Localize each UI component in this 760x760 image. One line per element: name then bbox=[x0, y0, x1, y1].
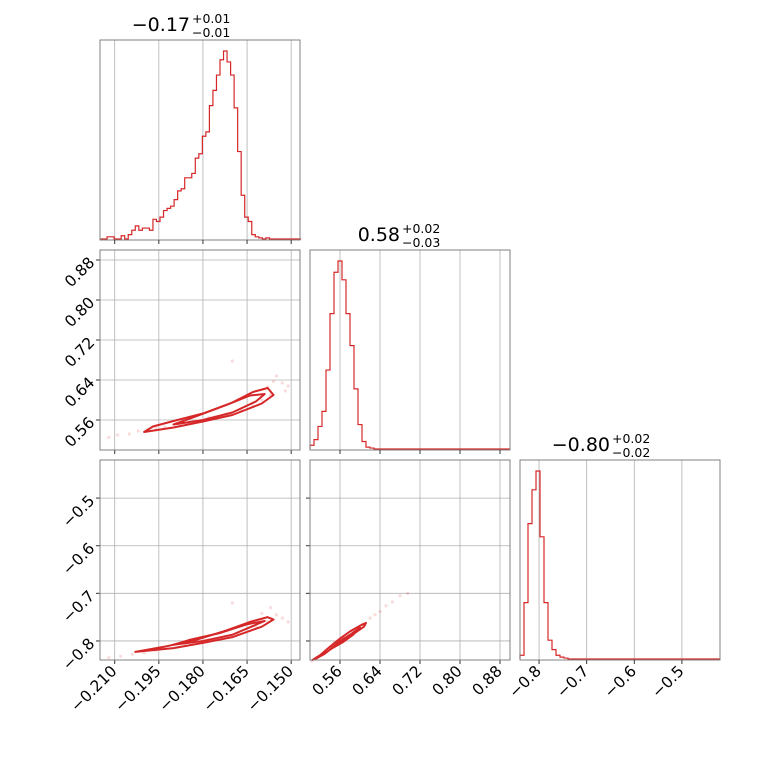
scatter-point-1-10 bbox=[274, 613, 279, 617]
xtick-label-0-1: −0.195 bbox=[111, 662, 164, 715]
pair-frame-1 bbox=[99, 459, 301, 661]
scatter-point-0-2 bbox=[127, 432, 132, 436]
hist-panel-1: 0.58 +0.02−0.03 bbox=[309, 221, 511, 454]
ytick-label-1-3: 0.80 bbox=[61, 294, 98, 331]
histogram-2 bbox=[519, 470, 720, 660]
title-median-2: −0.80 bbox=[552, 434, 610, 456]
scatter-point-1-0 bbox=[107, 656, 111, 660]
ytick-label-2-0: −0.8 bbox=[59, 635, 98, 674]
scatter-point-1-2 bbox=[130, 652, 134, 656]
scatter-point-0-20 bbox=[283, 389, 287, 393]
scatter-point-1-14 bbox=[230, 601, 234, 605]
xtick-label-2-0: −0.8 bbox=[506, 662, 545, 701]
scatter-point-1-1 bbox=[118, 654, 123, 658]
title-plus-2: +0.02 bbox=[612, 431, 650, 446]
histogram-1 bbox=[309, 260, 510, 450]
title-median-1: 0.58 bbox=[358, 224, 400, 246]
contour-2-0 bbox=[311, 621, 367, 661]
scatter-point-0-15 bbox=[271, 379, 276, 384]
ytick-label-2-3: −0.5 bbox=[59, 492, 98, 531]
scatter-point-1-11 bbox=[280, 616, 284, 620]
contour-1-1 bbox=[172, 619, 266, 646]
xtick-label-2-2: −0.6 bbox=[601, 662, 640, 701]
scatter-point-2-8 bbox=[373, 613, 377, 617]
contour-0-0 bbox=[143, 387, 275, 433]
title-minus-1: −0.03 bbox=[402, 235, 440, 250]
xtick-label-1-1: 0.64 bbox=[349, 662, 386, 699]
xtick-label-1-2: 0.72 bbox=[389, 662, 426, 699]
xtick-label-1-4: 0.88 bbox=[469, 662, 506, 699]
scatter-point-1-13 bbox=[268, 606, 273, 610]
contour-1-0 bbox=[134, 616, 275, 653]
pair-panel-0-1 bbox=[96, 249, 301, 454]
xtick-label-1-0: 0.56 bbox=[309, 662, 346, 699]
scatter-point-1-12 bbox=[286, 620, 290, 624]
scatter-point-2-9 bbox=[378, 609, 382, 614]
title-plus-1: +0.02 bbox=[402, 221, 440, 236]
scatter-point-0-3 bbox=[136, 429, 140, 433]
xtick-label-0-3: −0.165 bbox=[200, 662, 253, 715]
xtick-label-1-3: 0.80 bbox=[429, 662, 466, 699]
scatter-point-2-11 bbox=[390, 600, 395, 604]
xtick-label-2-1: −0.7 bbox=[553, 662, 592, 701]
scatter-point-0-16 bbox=[280, 381, 284, 385]
scatter-point-0-17 bbox=[286, 384, 290, 388]
scatter-point-2-7 bbox=[368, 616, 372, 620]
title-plus-0: +0.01 bbox=[192, 11, 230, 26]
pair-frame-2 bbox=[309, 459, 511, 661]
title-minus-2: −0.02 bbox=[612, 445, 650, 460]
scatter-point-2-10 bbox=[384, 604, 388, 608]
hist-panel-0: −0.17 +0.01−0.01 bbox=[99, 11, 302, 244]
scatter-point-0-21 bbox=[230, 359, 234, 363]
hist-frame-2 bbox=[519, 459, 721, 661]
ytick-label-2-2: −0.6 bbox=[59, 539, 98, 578]
ytick-label-1-0: 0.56 bbox=[61, 414, 98, 451]
xtick-label-0-2: −0.180 bbox=[155, 662, 208, 715]
scatter-point-0-13 bbox=[260, 398, 264, 402]
title-minus-0: −0.01 bbox=[192, 25, 230, 40]
ytick-label-1-4: 0.88 bbox=[61, 254, 98, 291]
xtick-label-0-4: −0.150 bbox=[244, 662, 297, 715]
scatter-point-2-13 bbox=[405, 591, 410, 595]
contour-0-1 bbox=[172, 393, 266, 426]
ytick-label-1-2: 0.72 bbox=[61, 334, 98, 371]
scatter-point-0-1 bbox=[116, 433, 120, 437]
title-median-0: −0.17 bbox=[132, 14, 190, 36]
pair-panel-1-2 bbox=[306, 459, 511, 664]
pair-frame-0 bbox=[99, 249, 301, 451]
scatter-point-1-15 bbox=[260, 611, 264, 615]
ytick-label-1-1: 0.64 bbox=[61, 374, 98, 411]
pair-panel-0-2 bbox=[96, 459, 301, 664]
hist-frame-0 bbox=[99, 39, 301, 241]
scatter-point-0-18 bbox=[274, 374, 279, 378]
hist-frame-1 bbox=[309, 249, 511, 451]
xtick-label-2-3: −0.5 bbox=[648, 662, 687, 701]
contour-2-1 bbox=[329, 626, 361, 651]
scatter-point-2-12 bbox=[398, 594, 402, 598]
ytick-label-2-1: −0.7 bbox=[59, 587, 98, 626]
histogram-0 bbox=[100, 50, 302, 240]
hist-panel-2: −0.80 +0.02−0.02 bbox=[519, 431, 721, 664]
scatter-point-0-0 bbox=[107, 435, 111, 440]
